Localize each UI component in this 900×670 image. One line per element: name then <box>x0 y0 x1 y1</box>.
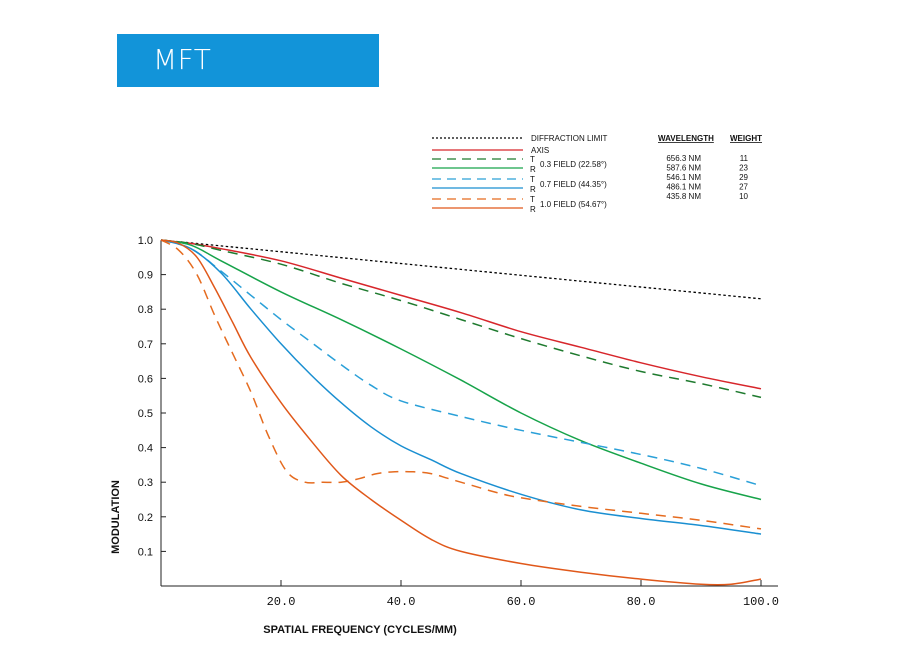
legend-mark-07-r: R <box>530 185 536 194</box>
x-tick-label: 40.0 <box>387 595 416 609</box>
legend-label-03-field: 0.3 FIELD (22.58°) <box>540 160 607 169</box>
legend-label-axis: AXIS <box>531 146 549 155</box>
weight-header: WEIGHT <box>730 134 762 143</box>
y-tick-label: 0.9 <box>138 270 153 282</box>
legend-label-07-field: 0.7 FIELD (44.35°) <box>540 180 607 189</box>
x-tick-label: 80.0 <box>627 595 656 609</box>
page-title: MFT <box>153 43 212 76</box>
series-line-6 <box>160 239 762 530</box>
y-tick-label: 1.0 <box>138 235 153 247</box>
chart-ticks: 0.1 0.2 0.3 0.4 0.5 0.6 0.7 0.8 0.9 1.0 20.0 40.0 60… <box>138 235 779 609</box>
series-line-4 <box>160 239 762 487</box>
wavelength-value: 546.1 NM <box>666 173 701 182</box>
legend-mark-03-t: T <box>530 155 535 164</box>
chart-series <box>160 239 762 586</box>
wavelength-value: 486.1 NM <box>666 183 701 192</box>
y-tick-label: 0.4 <box>138 443 153 455</box>
x-tick-label: 20.0 <box>267 595 296 609</box>
y-axis-label: MODULATION <box>110 480 122 554</box>
legend-mark-10-r: R <box>530 205 536 214</box>
wavelength-table: 656.3 NM 11 587.6 NM 23 546.1 NM 29 486.1 NM 27… <box>666 154 748 201</box>
series-line-0 <box>160 239 762 300</box>
series-line-3 <box>160 239 762 501</box>
series-line-5 <box>160 239 762 535</box>
x-axis-label: SPATIAL FREQUENCY (CYCLES/MM) <box>263 624 457 636</box>
y-tick-label: 0.3 <box>138 477 153 489</box>
weight-value: 11 <box>740 154 749 163</box>
legend-label-10-field: 1.0 FIELD (54.67°) <box>540 200 607 209</box>
title-banner: MFT <box>117 34 379 87</box>
x-tick-label: 60.0 <box>507 595 536 609</box>
wavelength-value: 656.3 NM <box>666 154 701 163</box>
weight-value: 10 <box>739 192 748 201</box>
y-tick-label: 0.5 <box>138 408 153 420</box>
x-tick-label: 100.0 <box>743 595 779 609</box>
y-tick-label: 0.8 <box>138 304 153 316</box>
legend-label-diffraction: DIFFRACTION LIMIT <box>531 134 608 143</box>
weight-value: 23 <box>739 164 748 173</box>
legend-mark-03-r: R <box>530 165 536 174</box>
weight-value: 29 <box>739 173 748 182</box>
y-tick-label: 0.7 <box>138 339 153 351</box>
y-tick-label: 0.2 <box>138 512 153 524</box>
wavelength-value: 435.8 NM <box>666 192 701 201</box>
chart-legend: DIFFRACTION LIMIT AXIS T R 0.3 FIELD (22… <box>432 134 762 214</box>
series-line-7 <box>160 239 762 586</box>
legend-mark-10-t: T <box>530 195 535 204</box>
y-tick-label: 0.1 <box>138 546 153 558</box>
y-tick-label: 0.6 <box>138 373 153 385</box>
legend-mark-07-t: T <box>530 175 535 184</box>
wavelength-header: WAVELENGTH <box>658 134 714 143</box>
series-line-1 <box>160 239 762 390</box>
wavelength-value: 587.6 NM <box>666 164 701 173</box>
series-line-2 <box>160 239 762 399</box>
weight-value: 27 <box>739 183 748 192</box>
